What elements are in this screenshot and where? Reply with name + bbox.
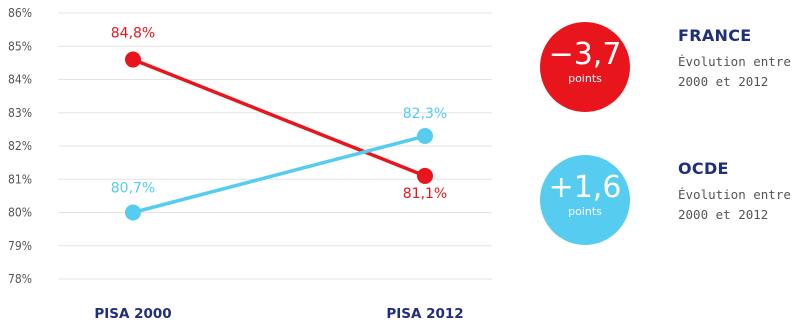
y-tick-label: 80% [8,206,32,220]
x-tick-label: PISA 2012 [386,306,463,322]
france-change-badge: −3,7 points [540,22,630,112]
ocde-change-unit: points [568,205,602,218]
france-change-value: −3,7 [548,37,622,72]
france-panel: −3,7 points FRANCE Évolution entre 2000 … [540,22,792,118]
france-description: Évolution entre 2000 et 2012 [678,52,792,92]
ocde-description: Évolution entre 2000 et 2012 [678,185,792,225]
y-tick-label: 84% [8,73,32,87]
series-line [131,134,427,215]
ocde-change-badge: +1,6 points [540,155,630,245]
data-point [125,51,141,68]
data-point [417,128,433,145]
ocde-panel: +1,6 points OCDE Évolution entre 2000 et… [540,155,792,251]
y-tick-label: 85% [8,39,32,53]
y-tick-label: 82% [8,139,32,153]
y-tick-label: 83% [8,106,32,120]
y-tick-label: 79% [8,239,32,253]
data-point [125,204,141,221]
data-label: 81,1% [403,186,447,202]
line-chart: 86% 85% 84% 83% 82% 81% 80% 79% 78% PISA 2000 PISA… [8,6,492,322]
france-title: FRANCE [678,26,752,45]
france-desc-line2: 2000 et 2012 [678,74,769,89]
y-tick-label: 78% [8,272,32,286]
series-line [131,57,427,178]
ocde-title: OCDE [678,159,729,178]
ocde-desc-line1: Évolution entre [678,187,791,202]
france-desc-line1: Évolution entre [678,54,791,69]
data-point [417,167,433,184]
data-label: 84,8% [111,26,155,42]
x-tick-label: PISA 2000 [94,306,171,322]
data-label: 82,3% [403,106,447,122]
y-tick-label: 86% [8,6,32,20]
ocde-change-value: +1,6 [548,170,622,205]
france-change-unit: points [568,72,602,85]
data-label: 80,7% [111,181,155,197]
y-tick-label: 81% [8,172,32,186]
ocde-desc-line2: 2000 et 2012 [678,207,769,222]
